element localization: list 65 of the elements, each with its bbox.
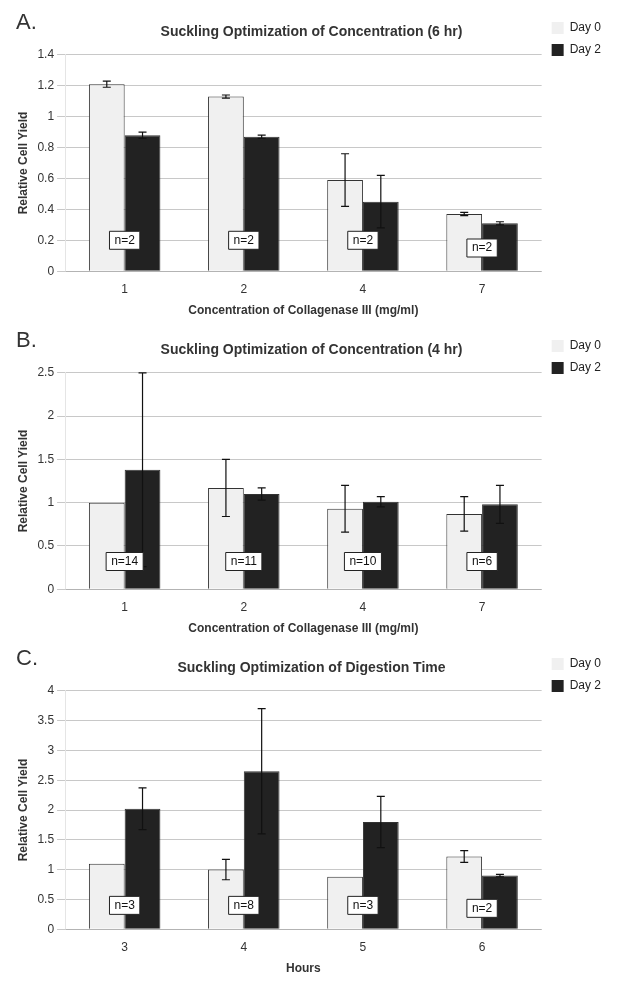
y-tick-label: 4 — [47, 683, 55, 698]
y-tick-label: 1 — [47, 861, 55, 876]
y-tick-label: 0.8 — [37, 139, 55, 154]
annotation: n=2 — [352, 232, 374, 247]
y-tick-label: 1 — [47, 108, 55, 123]
y-tick-label: 0 — [47, 581, 55, 596]
y-axis-title: Relative Cell Yield — [15, 111, 30, 215]
legend-label: Day 2 — [569, 42, 602, 57]
legend-label: Day 0 — [569, 656, 602, 671]
y-tick-label: 3 — [47, 742, 55, 757]
y-tick-label: 0.6 — [37, 170, 55, 185]
x-tick-label: 4 — [359, 599, 367, 614]
annotation: n=2 — [233, 232, 255, 247]
text: A. — [16, 9, 37, 35]
y-axis-title: Relative Cell Yield — [15, 429, 30, 533]
annotation: n=10 — [349, 553, 377, 568]
x-tick-label: 4 — [240, 939, 248, 954]
x-tick-label: 4 — [359, 281, 367, 296]
x-tick-label: 1 — [121, 281, 129, 296]
x-tick-label: 7 — [478, 281, 486, 296]
chart-title: Suckling Optimization of Concentration (6 hr) — [160, 23, 463, 40]
text: B. — [16, 327, 37, 353]
x-tick-label: 5 — [359, 939, 367, 954]
text: C. — [16, 645, 38, 671]
x-tick-label: 6 — [478, 939, 486, 954]
x-axis-title: Concentration of Collagenase III (mg/ml) — [188, 303, 419, 318]
x-axis-title: Hours — [286, 961, 322, 976]
y-tick-label: 1.4 — [37, 47, 55, 62]
y-tick-label: 2 — [47, 408, 55, 423]
y-tick-label: 0.2 — [37, 232, 55, 247]
annotation: n=11 — [230, 553, 258, 568]
y-tick-label: 1.5 — [37, 451, 55, 466]
y-tick-label: 3.5 — [37, 712, 55, 727]
chart-title: Suckling Optimization of Digestion Time — [177, 659, 446, 676]
annotation: n=8 — [233, 897, 255, 912]
x-tick-label: 2 — [240, 599, 248, 614]
y-tick-label: 0 — [47, 263, 55, 278]
y-tick-label: 2.5 — [37, 365, 55, 380]
y-tick-label: 1.5 — [37, 832, 55, 847]
annotation: n=3 — [352, 897, 374, 912]
x-tick-label: 1 — [121, 599, 129, 614]
x-axis-title: Concentration of Collagenase III (mg/ml) — [188, 621, 419, 636]
x-tick-label: 7 — [478, 599, 486, 614]
y-tick-label: 1 — [47, 494, 55, 509]
y-tick-label: 0.5 — [37, 538, 55, 553]
x-tick-label: 3 — [121, 939, 129, 954]
y-tick-label: 1.2 — [37, 78, 55, 93]
annotation: n=2 — [471, 900, 493, 915]
legend-label: Day 2 — [569, 360, 602, 375]
y-tick-label: 0.5 — [37, 891, 55, 906]
chart-title: Suckling Optimization of Concentration (4 hr) — [160, 341, 463, 358]
y-tick-label: 0 — [47, 921, 55, 936]
annotation: n=3 — [114, 897, 136, 912]
y-tick-label: 2.5 — [37, 772, 55, 787]
annotation: n=2 — [471, 240, 493, 255]
x-tick-label: 2 — [240, 281, 248, 296]
legend-label: Day 0 — [569, 20, 602, 35]
y-axis-title: Relative Cell Yield — [15, 758, 30, 862]
legend-label: Day 0 — [569, 338, 602, 353]
legend-label: Day 2 — [569, 678, 602, 693]
annotation: n=6 — [471, 553, 493, 568]
annotation: n=14 — [111, 553, 139, 568]
y-tick-label: 2 — [47, 802, 55, 817]
y-tick-label: 0.4 — [37, 201, 55, 216]
annotation: n=2 — [114, 232, 136, 247]
